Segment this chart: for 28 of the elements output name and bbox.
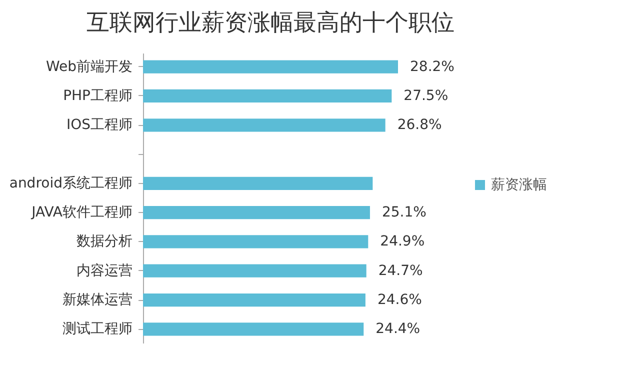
y-tick-label: 新媒体运营 [62, 292, 132, 308]
bar [143, 235, 368, 248]
bar [143, 293, 366, 307]
data-label: 24.4% [376, 321, 420, 338]
legend-label: 薪资涨幅 [491, 177, 547, 193]
data-label: 24.6% [377, 292, 422, 308]
data-label: 26.8% [397, 117, 442, 134]
data-label: 28.2% [410, 58, 454, 75]
bar [143, 264, 366, 278]
data-label: 25.1% [382, 204, 426, 221]
bar [143, 118, 386, 132]
y-tick-label: IOS工程师 [66, 117, 132, 134]
data-label: 24.7% [378, 262, 423, 279]
bar [143, 206, 370, 220]
data-label: 24.9% [380, 234, 425, 250]
y-tick-label: 内容运营 [76, 262, 132, 279]
bar [143, 176, 373, 190]
y-tick-label: PHP工程师 [63, 88, 132, 104]
y-tick-label: android系统工程师 [9, 175, 132, 192]
y-tick-label: 测试工程师 [62, 321, 132, 338]
data-label: 27.5% [404, 88, 448, 104]
bar [143, 89, 392, 103]
bar [143, 322, 364, 336]
y-tick-label: Web前端开发 [46, 58, 132, 75]
chart-title: 互联网行业薪资涨幅最高的十个职位 [86, 10, 454, 36]
y-tick-label: 数据分析 [76, 234, 132, 250]
y-tick-label: JAVA软件工程师 [30, 204, 132, 221]
bar [143, 60, 398, 74]
